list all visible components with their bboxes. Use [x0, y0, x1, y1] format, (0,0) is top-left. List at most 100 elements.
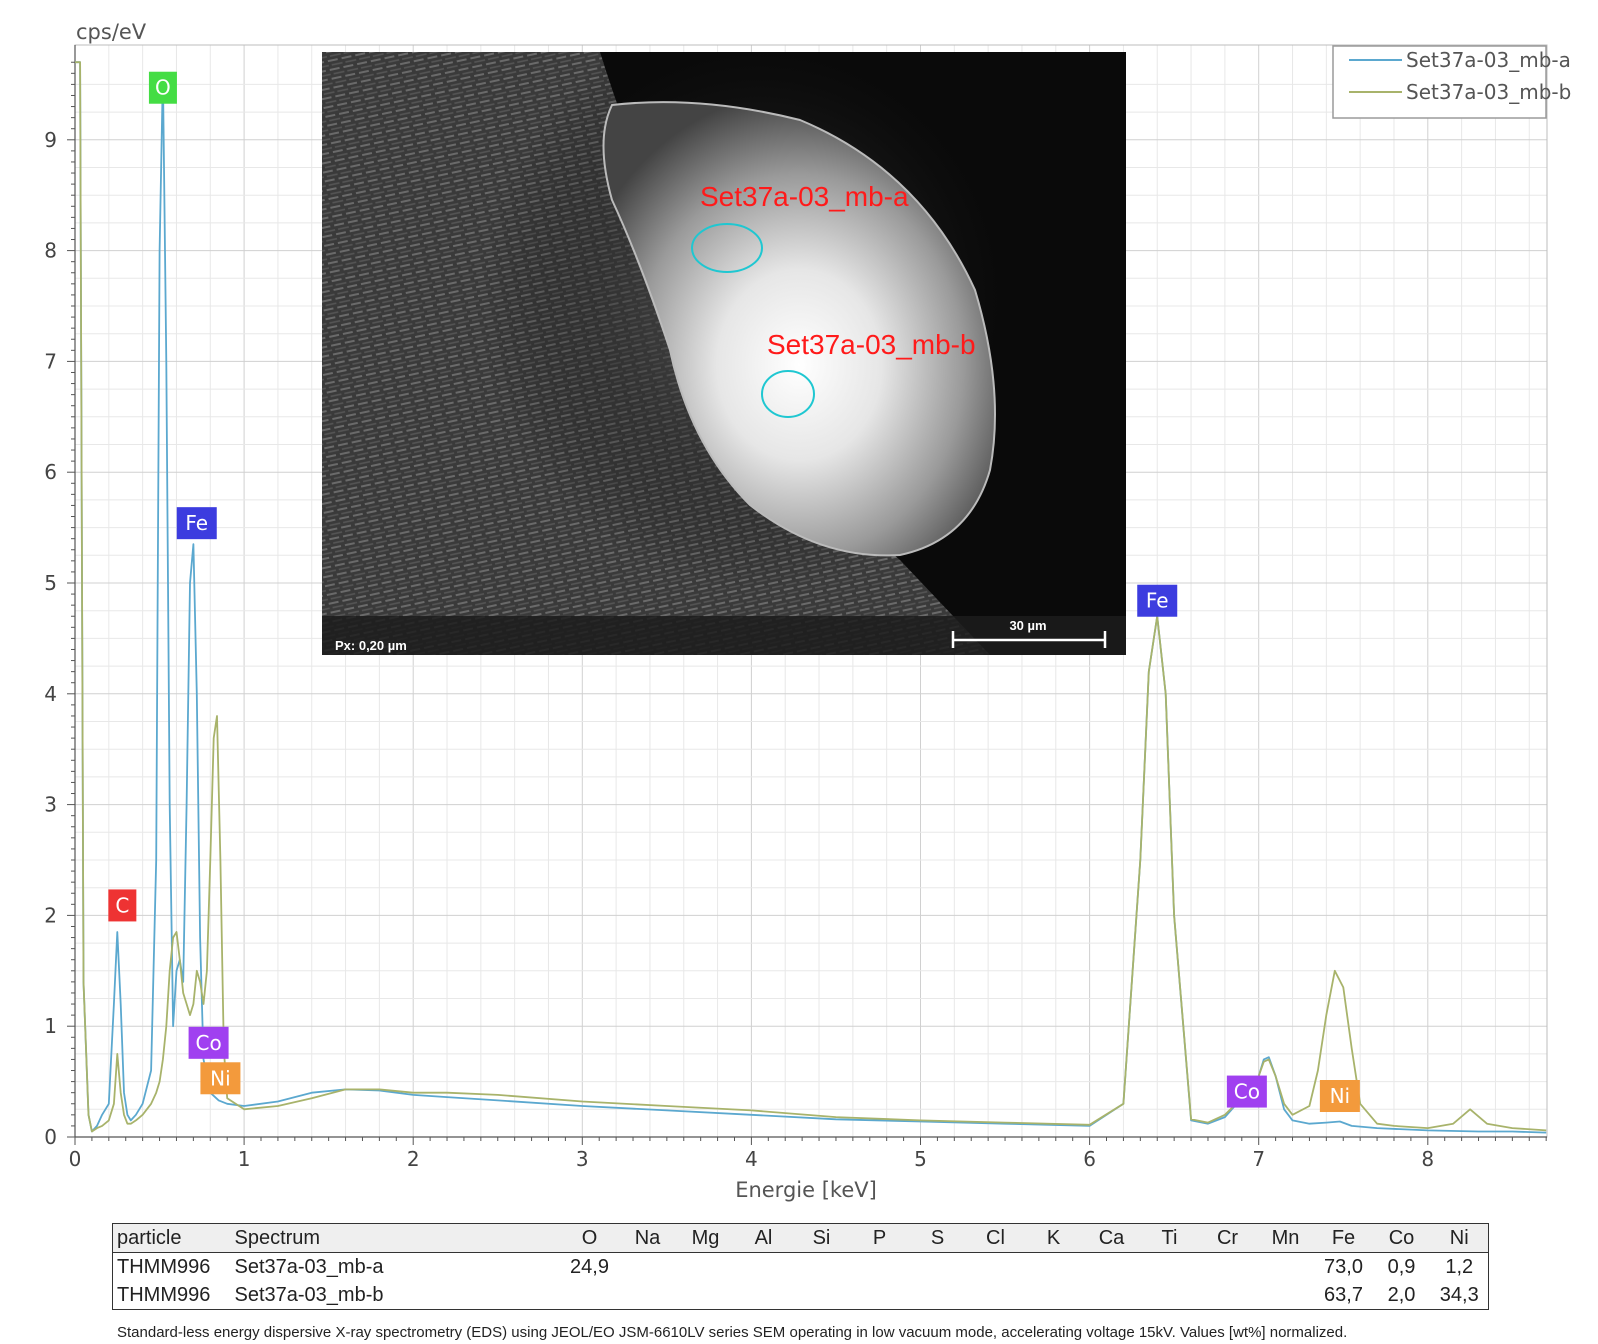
table-header-ca: Ca [1098, 1226, 1125, 1249]
y-tick-label: 5 [44, 571, 57, 595]
table-row: THMM996 Set37a-03_mb-a 24,9 73,0 0,9 1,2 [113, 1253, 1489, 1282]
peak-label-box [108, 889, 137, 922]
table-cell: THMM996 [117, 1283, 211, 1306]
spectrum-series [75, 61, 1547, 1134]
table-cell [967, 1253, 1025, 1282]
table-header-k: K [1046, 1226, 1061, 1249]
table-header-co: Co [1388, 1226, 1415, 1249]
table-cell [1257, 1281, 1315, 1310]
table-cell [677, 1253, 735, 1282]
sem-marker-mb-b [761, 370, 815, 418]
table-header-mn: Mn [1271, 1226, 1300, 1249]
peak-label-ni: Ni [200, 1062, 241, 1095]
y-tick-label: 2 [44, 903, 57, 927]
table-header-o: O [581, 1226, 598, 1249]
chart-axes: 0 1 2 3 4 5 6 7 8 0 1 2 3 4 5 6 7 8 9 [44, 44, 1548, 1171]
legend-label-mb-a: Set37a-03_mb-a [1406, 48, 1571, 72]
table-header-particle: particle [117, 1226, 182, 1249]
table-cell [1083, 1253, 1141, 1282]
table-header-ni: Ni [1449, 1226, 1469, 1249]
peak-label-text: Fe [185, 511, 208, 535]
table-cell: Set37a-03_mb-b [234, 1283, 384, 1306]
table-cell [561, 1281, 619, 1310]
table-cell [619, 1281, 677, 1310]
y-tick-label: 8 [44, 239, 57, 263]
sem-marker-mb-a [691, 223, 763, 273]
peak-label-box [148, 71, 177, 104]
table-cell: 24,9 [570, 1255, 609, 1278]
y-tick-label: 9 [44, 128, 57, 152]
table-cell [1141, 1281, 1199, 1310]
peak-label-text: O [155, 76, 171, 100]
peak-label-ni: Ni [1319, 1080, 1360, 1113]
peak-label-text: Ni [210, 1066, 231, 1090]
table-header-na: Na [634, 1226, 661, 1249]
table-cell: THMM996 [117, 1255, 211, 1278]
table-cell [735, 1281, 793, 1310]
table-header-fe: Fe [1331, 1226, 1356, 1249]
table-header-ti: Ti [1161, 1226, 1178, 1249]
sem-scale-bar [951, 631, 1107, 648]
sem-particle [602, 101, 996, 557]
chart-legend: Set37a-03_mb-a Set37a-03_mb-b [1332, 45, 1571, 119]
table-cell [1141, 1253, 1199, 1282]
table-cell [793, 1281, 851, 1310]
peak-label-fe: Fe [1137, 584, 1178, 617]
y-tick-label: 1 [44, 1014, 57, 1038]
x-tick-label: 1 [238, 1147, 251, 1171]
x-tick-label: 4 [745, 1147, 758, 1171]
peak-label-text: C [115, 893, 129, 917]
legend-label-mb-b: Set37a-03_mb-b [1406, 80, 1571, 104]
sem-scale-bar-label: 30 µm [1009, 618, 1046, 633]
table-cell [793, 1253, 851, 1282]
x-tick-label: 6 [1083, 1147, 1096, 1171]
table-cell: Set37a-03_mb-a [234, 1255, 384, 1278]
table-header-row: particle Spectrum O Na Mg Al Si P S Cl K Ca Ti Cr Mn Fe… [112, 1223, 1489, 1253]
table-row: THMM996 Set37a-03_mb-b 63,7 2,0 34,3 [113, 1281, 1489, 1310]
peak-label-box [200, 1062, 241, 1095]
table-cell [677, 1281, 735, 1310]
table-header-p: P [872, 1226, 887, 1249]
sem-micrograph-inset: Set37a-03_mb-a Set37a-03_mb-b Px: 0,20 µ… [322, 52, 1126, 655]
peak-label-text: Co [1234, 1080, 1260, 1104]
table-header-cl: Cl [986, 1226, 1005, 1249]
table-cell [851, 1253, 909, 1282]
peak-label-box [176, 507, 217, 540]
table-cell [909, 1281, 967, 1310]
table-cell [1025, 1253, 1083, 1282]
table-cell: 34,3 [1439, 1283, 1479, 1306]
table-header-spectrum: Spectrum [234, 1226, 321, 1249]
peak-label-box [188, 1026, 229, 1059]
table-cell: 2,0 [1387, 1283, 1416, 1306]
peak-label-box [1226, 1075, 1267, 1108]
x-tick-label: 8 [1421, 1147, 1434, 1171]
peak-label-co: Co [188, 1026, 229, 1059]
table-header-s: S [930, 1226, 945, 1249]
x-tick-label: 5 [914, 1147, 927, 1171]
table-cell [735, 1253, 793, 1282]
y-tick-label: 6 [44, 460, 57, 484]
peak-label-text: Fe [1146, 589, 1169, 613]
table-cell [1199, 1253, 1257, 1282]
table-header-si: Si [812, 1226, 831, 1249]
composition-table: particle Spectrum O Na Mg Al Si P S Cl K Ca Ti Cr Mn Fe… [112, 1223, 1489, 1310]
table-cell [909, 1253, 967, 1282]
peak-label-text: Co [195, 1031, 221, 1055]
table-cell [851, 1281, 909, 1310]
table-cell [1257, 1253, 1315, 1282]
table-header-al: Al [754, 1226, 773, 1249]
table-cell [619, 1253, 677, 1282]
x-tick-label: 7 [1252, 1147, 1265, 1171]
legend-box [1332, 45, 1547, 119]
sem-label-mb-b: Set37a-03_mb-b [767, 329, 976, 360]
series-line-mb-a [75, 61, 1547, 1134]
y-tick-label: 4 [44, 682, 57, 706]
x-tick-label: 3 [576, 1147, 589, 1171]
sem-label-mb-a: Set37a-03_mb-a [700, 181, 909, 212]
table-header-cr: Cr [1216, 1226, 1239, 1249]
table-cell: 63,7 [1324, 1283, 1363, 1306]
table-cell [1199, 1281, 1257, 1310]
sem-info-bar [322, 616, 1126, 655]
y-tick-label: 0 [44, 1125, 57, 1149]
